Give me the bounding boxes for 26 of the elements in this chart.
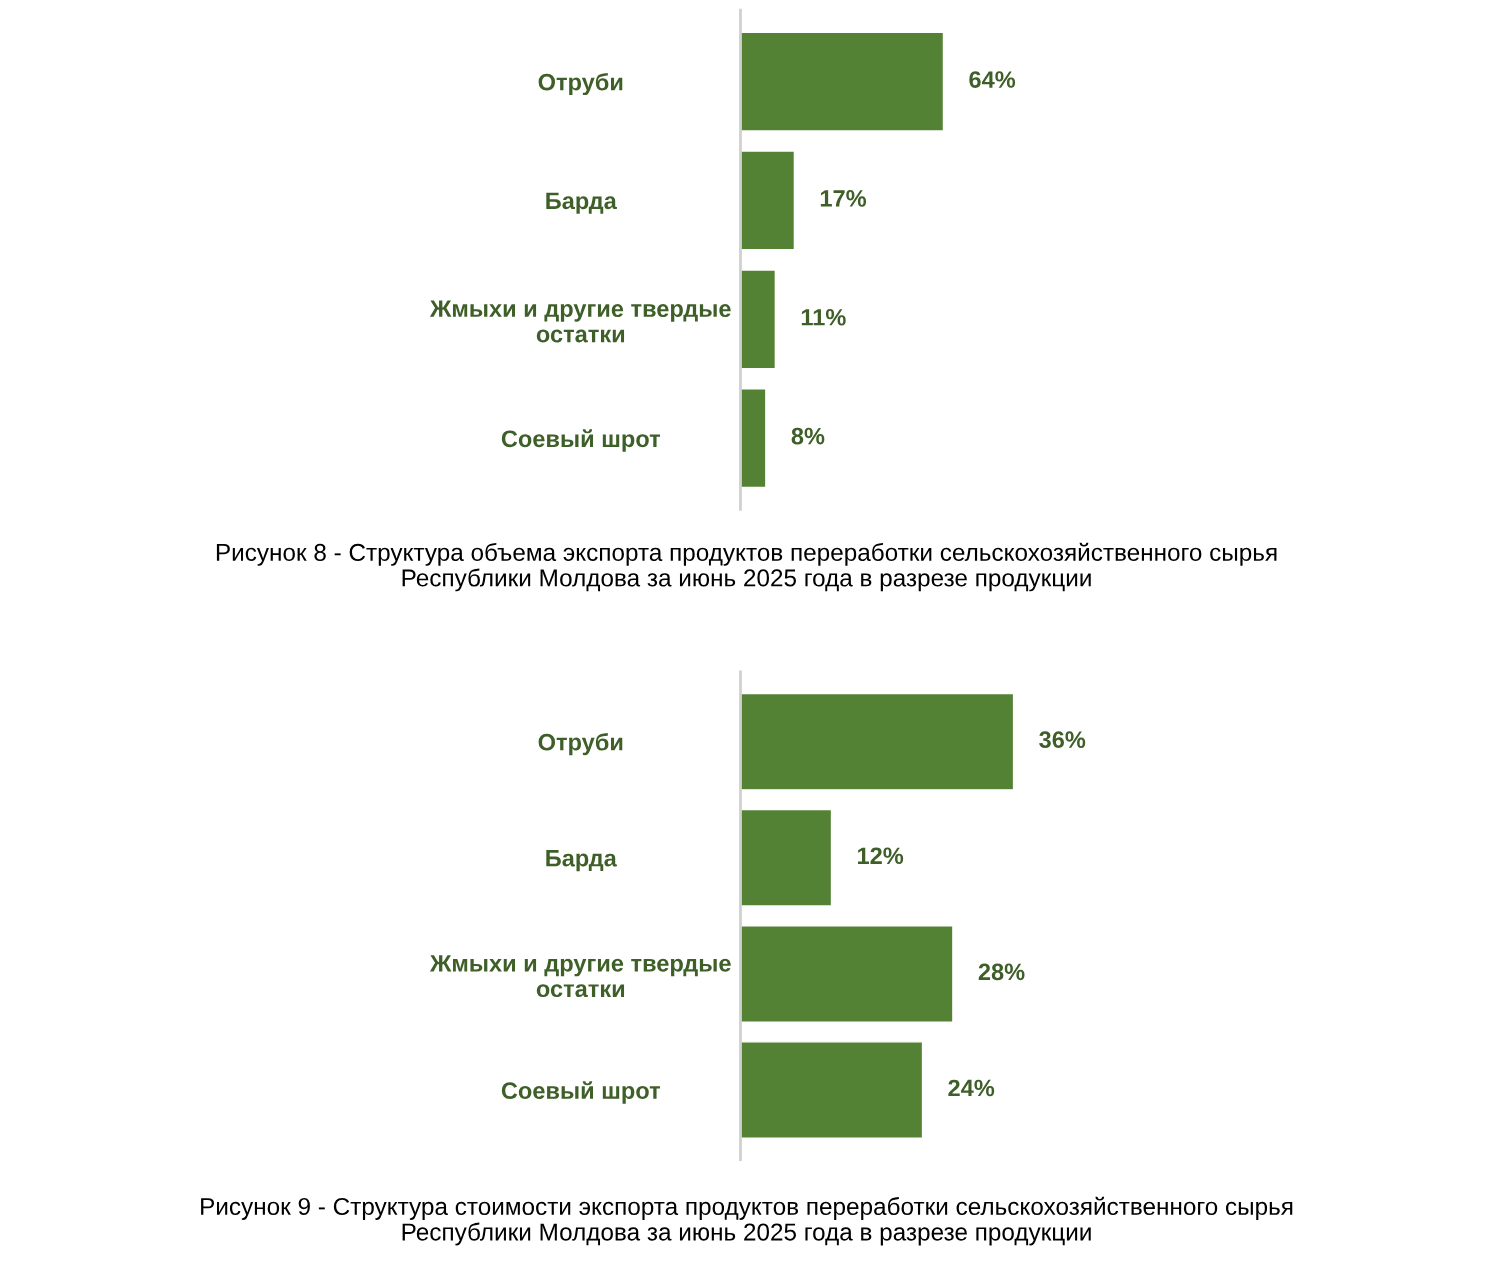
text: Рисунок 9 - Структура стоимости экспорта продуктов переработки сельскохозяйственного сырья Республики Молдова за июнь 2025 года в разрезе продукции: [201, 1196, 1293, 1246]
bar: [740, 1041, 924, 1139]
y-tick-label: Барда: [546, 850, 617, 872]
data-label: 28%: [978, 963, 1025, 981]
bar: [740, 692, 1015, 791]
y-tick-label: Барда: [546, 192, 617, 214]
y-tick-label: Соевый шрот: [501, 429, 661, 452]
data-label: 64%: [969, 71, 1016, 88]
bar: [740, 388, 767, 489]
data-label: 17%: [820, 190, 867, 207]
bar: [740, 31, 945, 132]
data-label: 12%: [858, 847, 904, 865]
data-label: 36%: [1039, 731, 1086, 749]
data-label: 11%: [801, 308, 846, 326]
bar: [740, 150, 796, 251]
y-tick-label: Отруби: [538, 72, 623, 96]
text: Рисунок 8 - Структура объема экспорта продуктов переработки сельскохозяйственного сырья Республики Молдова за июнь 2025 года в разрезе продукции: [216, 542, 1277, 592]
y-tick-label: Жмыхи и другие твердые остатки: [429, 955, 731, 998]
data-label: 8%: [791, 427, 825, 445]
y-tick-label: Отруби: [538, 733, 623, 756]
y-tick-label: Соевый шрот: [501, 1081, 661, 1104]
bar: [740, 269, 777, 370]
bar: [740, 925, 954, 1023]
bar: [740, 808, 833, 907]
y-tick-label: Жмыхи и другие твердые остатки: [429, 300, 731, 343]
data-label: 24%: [948, 1079, 995, 1097]
